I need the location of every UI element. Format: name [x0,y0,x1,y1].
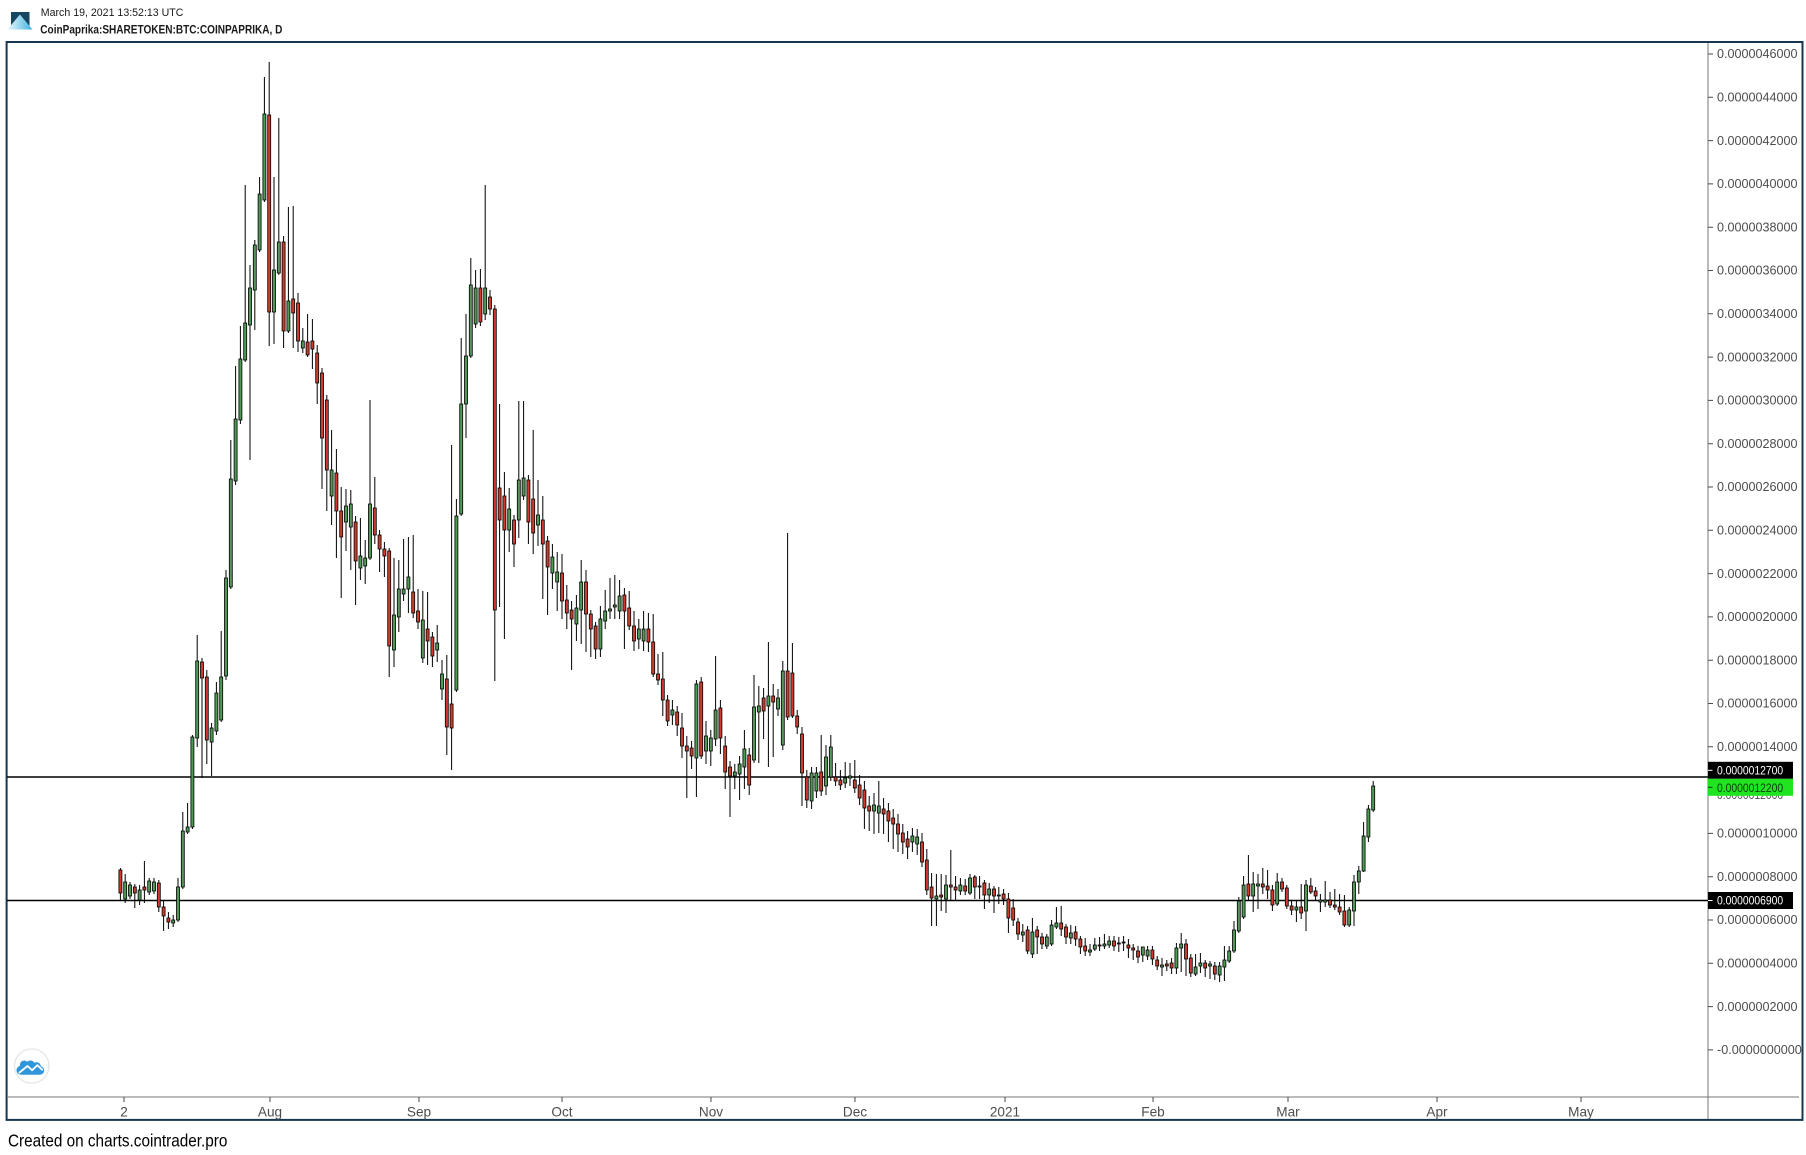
svg-text:Oct: Oct [551,1104,572,1119]
svg-text:0.0000030000: 0.0000030000 [1717,394,1798,408]
svg-text:March 19, 2021 13:52:13 UTC: March 19, 2021 13:52:13 UTC [41,7,184,19]
svg-text:Aug: Aug [258,1104,282,1119]
svg-text:0.0000028000: 0.0000028000 [1717,437,1798,451]
svg-text:0.0000032000: 0.0000032000 [1717,350,1798,364]
svg-text:Created on charts.cointrader.p: Created on charts.cointrader.pro [8,1132,227,1151]
svg-text:0.0000026000: 0.0000026000 [1717,480,1798,494]
svg-text:Feb: Feb [1141,1104,1164,1119]
svg-text:0.0000020000: 0.0000020000 [1717,610,1798,624]
svg-text:-0.0000000000: -0.0000000000 [1717,1043,1802,1057]
svg-text:0.0000042000: 0.0000042000 [1717,134,1798,148]
svg-text:0.0000044000: 0.0000044000 [1717,91,1798,105]
svg-text:0.0000022000: 0.0000022000 [1717,567,1798,581]
svg-text:0.0000040000: 0.0000040000 [1717,177,1798,191]
svg-text:0.0000006000: 0.0000006000 [1717,913,1798,927]
svg-text:2: 2 [120,1104,128,1119]
svg-text:0.0000024000: 0.0000024000 [1717,524,1798,538]
svg-text:May: May [1568,1104,1594,1119]
svg-text:0.0000014000: 0.0000014000 [1717,740,1798,754]
svg-text:Mar: Mar [1276,1104,1300,1119]
svg-text:0.0000016000: 0.0000016000 [1717,697,1798,711]
svg-text:Dec: Dec [843,1104,867,1119]
svg-text:Sep: Sep [407,1104,431,1119]
svg-text:0.0000034000: 0.0000034000 [1717,307,1798,321]
svg-text:0.0000010000: 0.0000010000 [1717,827,1798,841]
svg-text:0.0000038000: 0.0000038000 [1717,220,1798,234]
svg-text:0.0000012200: 0.0000012200 [1717,782,1783,795]
svg-text:0.0000012700: 0.0000012700 [1717,765,1783,778]
svg-text:0.0000002000: 0.0000002000 [1717,1000,1798,1014]
svg-text:0.0000008000: 0.0000008000 [1717,870,1798,884]
svg-text:Nov: Nov [699,1104,723,1119]
svg-text:CoinPaprika:SHARETOKEN:BTC:COI: CoinPaprika:SHARETOKEN:BTC:COINPAPRIKA, … [40,24,282,37]
svg-text:0.0000004000: 0.0000004000 [1717,957,1798,971]
svg-text:0.0000046000: 0.0000046000 [1717,47,1798,61]
svg-text:2021: 2021 [990,1104,1020,1119]
svg-text:Apr: Apr [1426,1104,1448,1119]
svg-text:0.0000018000: 0.0000018000 [1717,653,1798,667]
svg-text:0.0000006900: 0.0000006900 [1717,895,1783,908]
svg-text:0.0000036000: 0.0000036000 [1717,264,1798,278]
